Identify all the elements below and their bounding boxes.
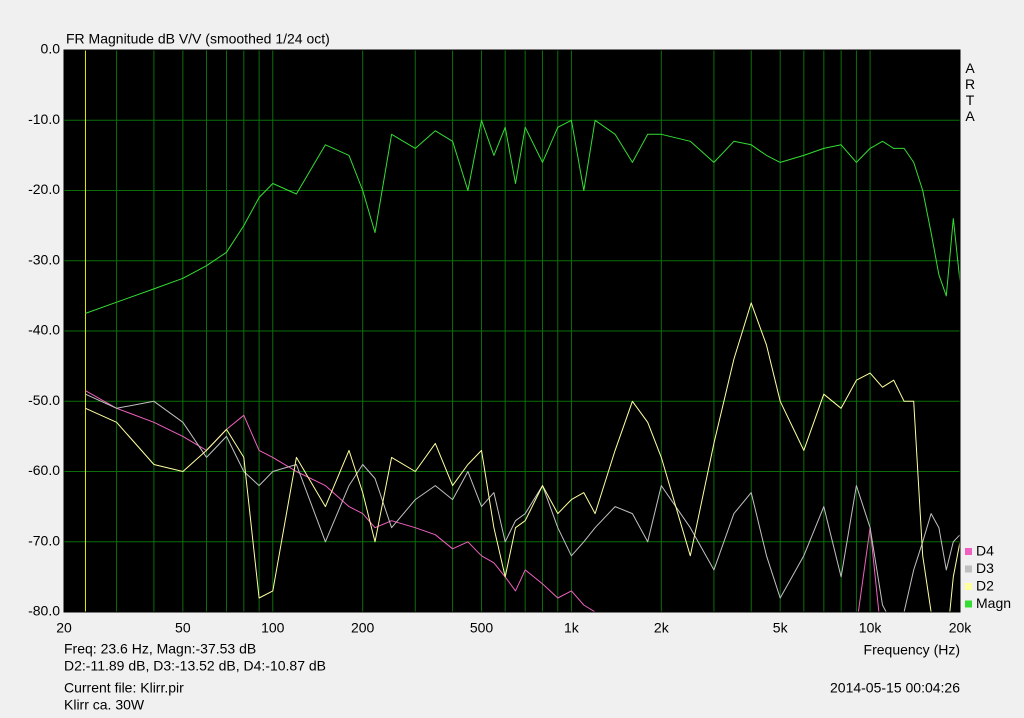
x-tick-label: 20 (56, 620, 72, 636)
file-info: Current file: Klirr.pir (64, 680, 184, 696)
plot-frame (63, 49, 961, 613)
legend-label: D2 (976, 578, 994, 594)
x-tick-label: 50 (175, 620, 191, 636)
x-tick-label: 2k (654, 620, 670, 636)
brand: ARTA (962, 60, 978, 124)
legend-label: D4 (976, 543, 994, 559)
y-tick-label: -60.0 (28, 462, 60, 478)
plot (84, 50, 960, 612)
legend-swatch (965, 548, 972, 555)
x-tick-label: 100 (261, 620, 285, 636)
x-tick-label: 200 (351, 620, 375, 636)
x-tick-label: 20k (949, 620, 973, 636)
series-line (85, 119, 960, 314)
legend-label: Magn (976, 595, 1011, 611)
series-line (85, 390, 880, 612)
y-tick-label: -40.0 (28, 322, 60, 338)
series-line (85, 302, 960, 612)
cursor-readout: Freq: 23.6 Hz, Magn:-37.53 dB (64, 641, 256, 657)
x-tick-label: 10k (859, 620, 883, 636)
y-tick-label: -70.0 (28, 532, 60, 548)
y-tick-label: -30.0 (28, 251, 60, 267)
timestamp: 2014-05-15 00:04:26 (830, 680, 960, 696)
x-tick-label: 5k (773, 620, 789, 636)
series-line (85, 393, 960, 612)
y-tick-label: -10.0 (28, 111, 60, 127)
y-tick-label: -20.0 (28, 181, 60, 197)
y-tick-label: 0.0 (41, 41, 61, 57)
legend-swatch (965, 583, 972, 590)
legend-label: D3 (976, 560, 994, 576)
y-tick-label: -50.0 (28, 392, 60, 408)
cursor-readout: D2:-11.89 dB, D3:-13.52 dB, D4:-10.87 dB (64, 658, 326, 674)
file-info: Klirr ca. 30W (64, 697, 145, 713)
x-axis-label: Frequency (Hz) (864, 642, 960, 658)
x-tick-label: 500 (470, 620, 494, 636)
y-tick-label: -80.0 (28, 603, 60, 619)
legend-swatch (965, 565, 972, 573)
chart-title: FR Magnitude dB V/V (smoothed 1/24 oct) (66, 31, 330, 47)
x-tick-label: 1k (564, 620, 580, 636)
legend-swatch (965, 600, 972, 608)
